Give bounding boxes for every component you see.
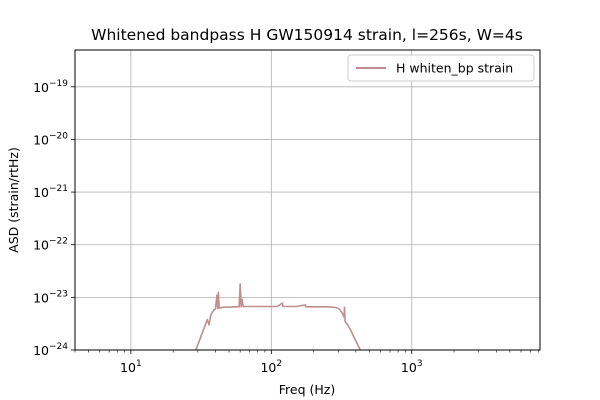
plot-frame [74,49,541,351]
legend-label: H whiten_bp strain [396,61,513,76]
series-layer [195,283,361,350]
y-tick-label: 10−24 [33,342,68,358]
y-tick-label: 10−19 [33,79,68,95]
legend: H whiten_bp strain [347,54,535,82]
x-tick-label: 101 [120,359,142,375]
x-tick-label: 103 [401,359,423,375]
chart-title: Whitened bandpass H GW150914 strain, l=2… [91,26,523,44]
y-tick-label: 10−21 [33,184,68,200]
y-tick-label: 10−23 [33,289,68,305]
y-axis-label: ASD (strain/rtHz) [6,147,21,253]
x-axis-label: Freq (Hz) [279,382,335,397]
series-line [195,283,361,350]
y-tick-label: 10−22 [33,237,68,253]
x-tick-label: 102 [260,359,282,375]
y-tick-label: 10−20 [33,131,68,147]
legend-box [347,54,535,82]
y-axis-ticks: 10−24 10−23 10−22 10−21 10−20 10−19 [33,79,75,358]
x-axis-ticks: 101 102 103 [74,350,539,375]
